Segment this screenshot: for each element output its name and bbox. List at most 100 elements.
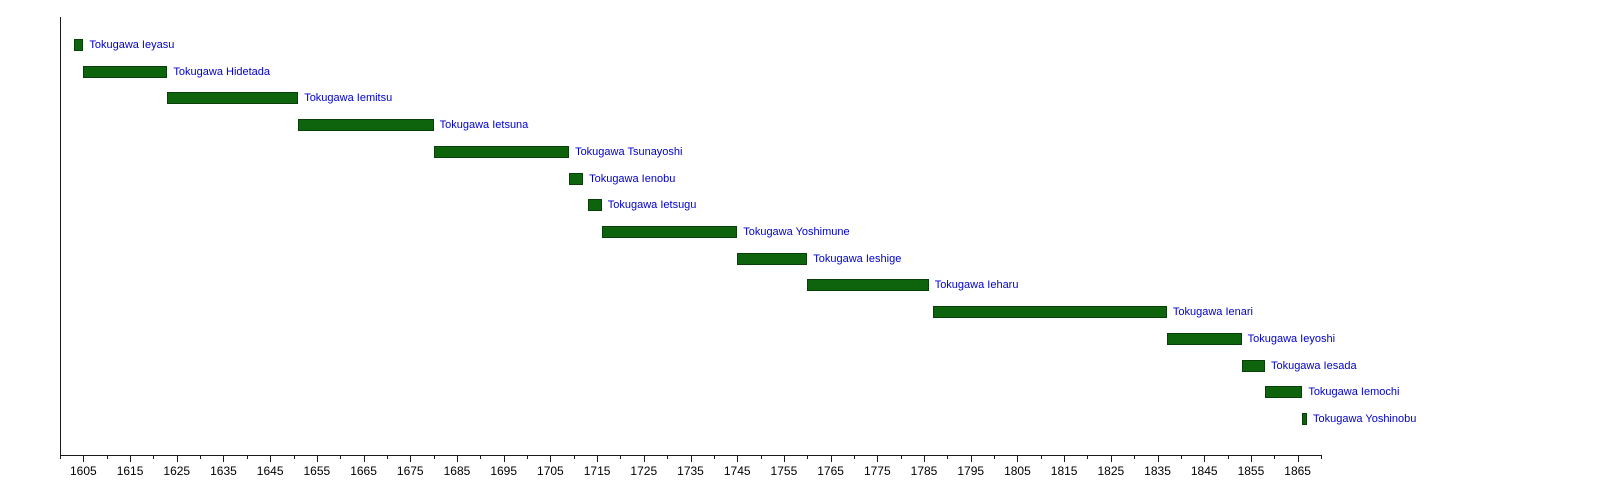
x-axis-minor-tick — [900, 455, 902, 459]
x-axis-major-tick — [690, 455, 692, 462]
x-axis-minor-tick — [433, 455, 435, 459]
reign-bar — [1264, 386, 1303, 399]
x-axis-tick-label: 1695 — [490, 464, 518, 478]
x-axis-minor-tick — [994, 455, 996, 459]
x-axis-minor-tick — [573, 455, 575, 459]
x-axis-major-tick — [877, 455, 879, 462]
x-axis-major-tick — [1157, 455, 1159, 462]
x-axis-minor-tick — [947, 455, 949, 459]
reign-label: Tokugawa Ienari — [1172, 306, 1253, 319]
x-axis-tick-label: 1645 — [256, 464, 284, 478]
x-axis-major-tick — [924, 455, 926, 462]
reign-bar — [167, 92, 299, 105]
x-axis-tick-label: 1675 — [396, 464, 424, 478]
x-axis-minor-tick — [106, 455, 108, 459]
reign-bar — [83, 65, 168, 78]
x-axis-minor-tick — [1134, 455, 1136, 459]
x-axis-major-tick — [456, 455, 458, 462]
x-axis-major-tick — [643, 455, 645, 462]
x-axis-minor-tick — [1180, 455, 1182, 459]
reign-label: Tokugawa Iemochi — [1308, 386, 1400, 399]
reign-bar — [74, 39, 84, 51]
x-axis-minor-tick — [667, 455, 669, 459]
reign-bar — [298, 119, 434, 132]
reign-label: Tokugawa Ietsugu — [607, 199, 697, 212]
x-axis-tick-label: 1705 — [537, 464, 564, 478]
x-axis-tick-label: 1835 — [1144, 464, 1171, 478]
x-axis-major-tick — [1297, 455, 1299, 462]
x-axis-major-tick — [830, 455, 832, 462]
x-axis-tick-label: 1655 — [303, 464, 331, 478]
x-axis-major-tick — [550, 455, 552, 462]
x-axis-minor-tick — [1087, 455, 1089, 459]
x-axis-minor-tick — [760, 455, 762, 459]
x-axis-tick-label: 1745 — [723, 464, 751, 478]
x-axis-tick-label: 1855 — [1237, 464, 1265, 478]
x-axis-major-tick — [130, 455, 132, 462]
reign-bar — [569, 172, 584, 185]
x-axis-major-tick — [410, 455, 412, 462]
x-axis-minor-tick — [1321, 455, 1322, 459]
y-axis-line — [60, 17, 61, 455]
x-axis-major-tick — [970, 455, 972, 462]
reign-label: Tokugawa Ieharu — [934, 279, 1019, 292]
reign-label: Tokugawa Yoshinobu — [1312, 413, 1417, 425]
x-axis-tick-label: 1795 — [957, 464, 985, 478]
x-axis-major-tick — [783, 455, 785, 462]
x-axis-minor-tick — [527, 455, 529, 459]
x-axis-minor-tick — [386, 455, 388, 459]
reign-bar — [1166, 332, 1242, 345]
x-axis-tick-label: 1825 — [1097, 464, 1125, 478]
x-axis-minor-tick — [620, 455, 622, 459]
reign-label: Tokugawa Ieyoshi — [1247, 332, 1336, 345]
x-axis-tick-label: 1735 — [677, 464, 704, 478]
x-axis-major-tick — [737, 455, 739, 462]
reign-bar — [601, 226, 738, 238]
x-axis-tick-label: 1605 — [69, 464, 97, 478]
x-axis-minor-tick — [200, 455, 202, 459]
reign-bar — [433, 145, 570, 158]
x-axis-major-tick — [1064, 455, 1066, 462]
x-axis-tick-label: 1805 — [1004, 464, 1031, 478]
x-axis-minor-tick — [246, 455, 248, 459]
x-axis-major-tick — [1017, 455, 1019, 462]
reign-label: Tokugawa Ieshige — [813, 252, 902, 265]
x-axis-minor-tick — [853, 455, 855, 459]
reign-label: Tokugawa Ietsuna — [439, 119, 529, 132]
x-axis-major-tick — [1204, 455, 1206, 462]
x-axis-major-tick — [223, 455, 225, 462]
x-axis-tick-label: 1785 — [910, 464, 938, 478]
reign-label: Tokugawa Hidetada — [173, 65, 271, 78]
x-axis-tick-label: 1625 — [163, 464, 191, 478]
x-axis-tick-label: 1845 — [1190, 464, 1218, 478]
x-axis-minor-tick — [1040, 455, 1042, 459]
x-axis-major-tick — [363, 455, 365, 462]
x-axis-minor-tick — [153, 455, 155, 459]
x-axis-major-tick — [1110, 455, 1112, 462]
reign-bar — [807, 279, 929, 292]
x-axis-minor-tick — [340, 455, 342, 459]
x-axis-tick-label: 1815 — [1050, 464, 1078, 478]
x-axis-major-tick — [270, 455, 272, 462]
x-axis-minor-tick — [807, 455, 809, 459]
x-axis-tick-label: 1615 — [116, 464, 144, 478]
x-axis-minor-tick — [1227, 455, 1229, 459]
x-axis-tick-label: 1685 — [443, 464, 471, 478]
x-axis-major-tick — [83, 455, 85, 462]
reign-label: Tokugawa Iemitsu — [304, 92, 393, 105]
x-axis-tick-label: 1715 — [583, 464, 611, 478]
reign-bar — [1241, 359, 1265, 372]
reign-label: Tokugawa Iesada — [1270, 359, 1357, 372]
reign-label: Tokugawa Ieyasu — [89, 39, 175, 51]
reign-bar — [587, 199, 602, 212]
x-axis-major-tick — [1250, 455, 1252, 462]
reign-label: Tokugawa Yoshimune — [743, 226, 850, 238]
x-axis-major-tick — [316, 455, 318, 462]
x-axis-minor-tick — [293, 455, 295, 459]
x-axis-tick-label: 1755 — [770, 464, 798, 478]
x-axis-minor-tick — [480, 455, 482, 459]
x-axis-minor-tick — [713, 455, 715, 459]
reign-label: Tokugawa Ienobu — [589, 172, 676, 185]
x-axis-tick-label: 1775 — [863, 464, 891, 478]
